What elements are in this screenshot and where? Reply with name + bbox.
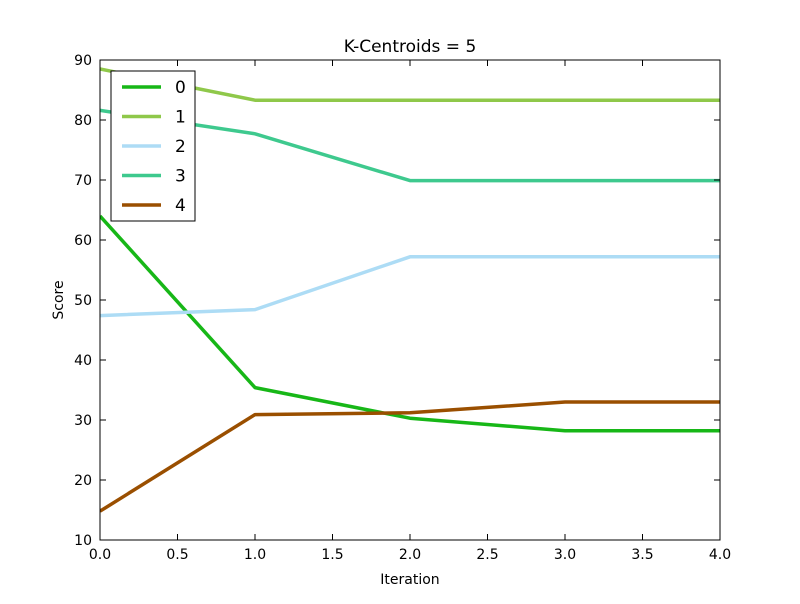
- x-tick-label: 1.5: [321, 547, 343, 563]
- x-axis-label: Iteration: [380, 572, 439, 588]
- y-tick-label: 80: [74, 113, 92, 129]
- x-tick-label: 1.0: [244, 547, 266, 563]
- y-tick-label: 70: [74, 173, 92, 189]
- legend-label-4: 4: [175, 196, 186, 216]
- y-tick-label: 50: [74, 293, 92, 309]
- legend-label-0: 0: [175, 78, 186, 98]
- y-tick-label: 60: [74, 233, 92, 249]
- legend: 0 1 2 3 4: [110, 70, 196, 222]
- y-tick-label: 40: [74, 353, 92, 369]
- y-axis-label: Score: [51, 280, 67, 319]
- x-tick-label: 3.5: [631, 547, 653, 563]
- series-line-3: [100, 108, 720, 183]
- y-tick-label: 20: [74, 473, 92, 489]
- series-line-4: [100, 400, 720, 513]
- x-tick-label: 3.0: [554, 547, 576, 563]
- series-line-2: [100, 255, 720, 318]
- x-tick-label: 2.5: [476, 547, 498, 563]
- x-tick-label: 0.5: [166, 547, 188, 563]
- series-line-1: [100, 67, 720, 102]
- legend-label-3: 3: [175, 167, 186, 187]
- chart-title: K-Centroids = 5: [344, 37, 477, 57]
- x-tick-label: 0.0: [89, 547, 111, 563]
- y-tick-label: 30: [74, 413, 92, 429]
- series-layer: [100, 67, 720, 513]
- x-tick-label: 2.0: [399, 547, 421, 563]
- tick-layer: 0.0 0.5 1.0 1.5 2.0 2.5 3.0 3.5 4.01020304050607…: [74, 53, 731, 563]
- y-tick-label: 10: [74, 533, 92, 549]
- series-line-0: [100, 214, 720, 433]
- x-tick-label: 4.0: [709, 547, 731, 563]
- legend-label-1: 1: [175, 108, 186, 128]
- plot-frame: [99, 59, 721, 541]
- y-tick-label: 90: [74, 53, 92, 69]
- legend-label-2: 2: [175, 137, 186, 157]
